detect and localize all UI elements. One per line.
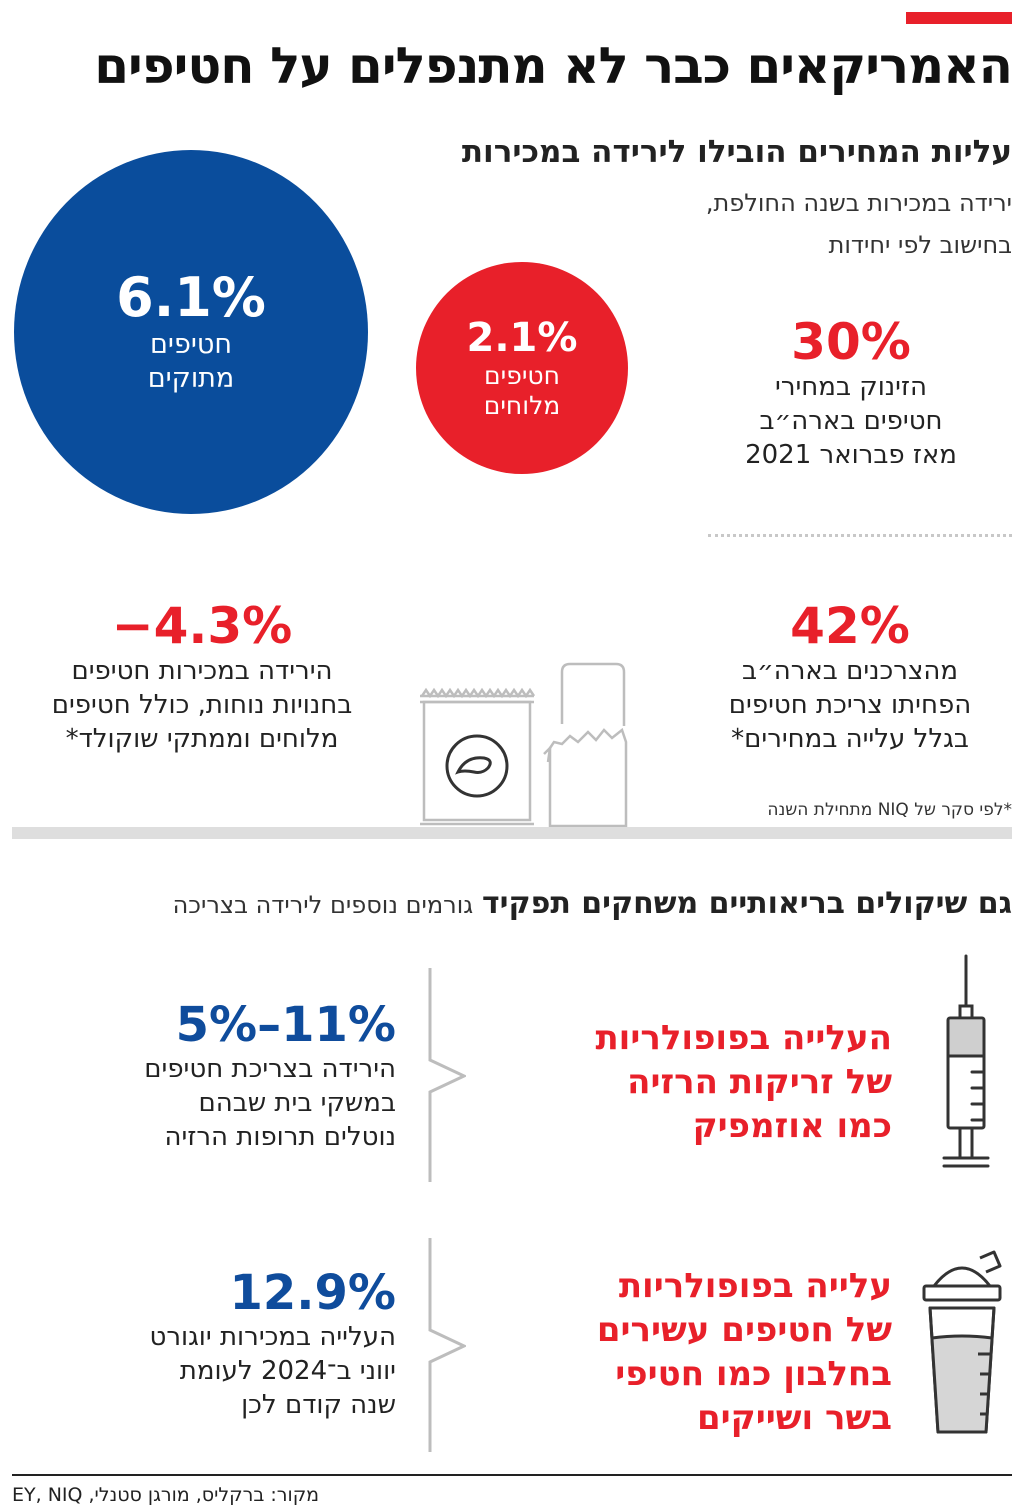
- factor-ozempic-line2: של זריקות הרזיה: [627, 1062, 892, 1102]
- salty-snacks-circle: 2.1% חטיפים מלוחים: [416, 262, 628, 474]
- factor-ozempic: העלייה בפופולריות של זריקות הרזיה כמו או…: [595, 1016, 892, 1148]
- yogurt-line3: שנה קודם לכן: [241, 1390, 396, 1420]
- section2-title: גם שיקולים בריאותיים משחקים תפקיד גורמים…: [173, 886, 1012, 921]
- weight-loss-value: 5%–11%: [175, 997, 396, 1053]
- convenience-line2: בחנויות נוחות, כולל חטיפים: [51, 690, 353, 720]
- section1-description: ירידה במכירות בשנה החולפת, בחישוב לפי יח…: [706, 182, 1012, 266]
- price-jump-stat: 30% הזינוק במחירי חטיפים בארה״ב מאז פברו…: [706, 314, 996, 472]
- consumers-stat: 42% מהצרכנים בארה״ב הפחיתו צריכת חטיפים …: [690, 598, 1010, 756]
- convenience-stat: −4.3% הירידה במכירות חטיפים בחנויות נוחו…: [12, 598, 392, 756]
- salty-snacks-label-2: מלוחים: [483, 391, 561, 420]
- weight-loss-line1: הירידה בצריכת חטיפים: [144, 1054, 396, 1084]
- accent-bar: [906, 12, 1012, 24]
- factor-protein-line1: עלייה בפופולריות: [618, 1266, 892, 1306]
- dotted-divider: [708, 534, 1012, 537]
- shelf-floor: [12, 827, 1012, 839]
- convenience-line1: הירידה במכירות חטיפים: [71, 656, 333, 686]
- yogurt-stat: 12.9% העלייה במכירות יוגורט יווני ב־2024…: [149, 1266, 396, 1422]
- factor-protein: עלייה בפופולריות של חטיפים עשירים בחלבון…: [597, 1264, 892, 1440]
- section1-desc-line2: בחישוב לפי יחידות: [828, 231, 1012, 259]
- consumers-line3: בגלל עלייה במחירים*: [731, 724, 969, 754]
- consumers-line2: הפחיתו צריכת חטיפים: [728, 690, 972, 720]
- convenience-line3: מלוחים וממתקי שוקולד*: [65, 724, 339, 754]
- salty-snacks-label-1: חטיפים: [484, 361, 560, 390]
- yogurt-line1: העלייה במכירות יוגורט: [149, 1322, 396, 1352]
- weight-loss-line3: נוטלים תרופות הרזיה: [164, 1122, 396, 1152]
- factor-protein-line4: בשר ושייקים: [696, 1398, 892, 1438]
- price-jump-line2: חטיפים בארה״ב: [759, 406, 943, 436]
- chevron-divider-1: [428, 968, 466, 1182]
- chocolate-bar-icon: [542, 662, 632, 836]
- syringe-icon: [942, 954, 990, 1168]
- weight-loss-stat: 5%–11% הירידה בצריכת חטיפים במשקי בית שב…: [144, 998, 396, 1154]
- consumers-line1: מהצרכנים בארה״ב: [741, 656, 959, 686]
- factor-ozempic-line1: העלייה בפופולריות: [595, 1018, 892, 1058]
- price-jump-value: 30%: [791, 313, 911, 371]
- convenience-value: −4.3%: [111, 597, 293, 655]
- yogurt-line2: יווני ב־2024 לעומת: [179, 1356, 396, 1386]
- weight-loss-line2: במשקי בית שבהם: [198, 1088, 396, 1118]
- factor-protein-line2: של חטיפים עשירים: [596, 1310, 892, 1350]
- consumers-value: 42%: [790, 597, 910, 655]
- price-jump-line1: הזינוק במחירי: [775, 372, 927, 402]
- yogurt-value: 12.9%: [229, 1265, 396, 1321]
- source-divider: [12, 1474, 1012, 1476]
- chevron-divider-2: [428, 1238, 466, 1452]
- page-title: האמריקאים כבר לא מתנפלים על חטיפים: [94, 37, 1013, 95]
- sweet-snacks-label-2: מתוקים: [147, 363, 235, 394]
- chips-bag-icon: [420, 687, 536, 836]
- section1-title: עליות המחירים הובילו לירידה במכירות: [461, 134, 1012, 170]
- shaker-icon: [922, 1250, 1002, 1434]
- factor-protein-line3: בחלבון כמו חטיפי: [615, 1354, 892, 1394]
- factor-ozempic-line3: כמו אוזמפיק: [692, 1106, 892, 1146]
- salty-snacks-value: 2.1%: [466, 315, 578, 361]
- section2-title-bold: גם שיקולים בריאותיים משחקים תפקיד: [482, 886, 1012, 921]
- sweet-snacks-circle: 6.1% חטיפים מתוקים: [14, 150, 368, 514]
- snacks-illustration: [420, 662, 632, 836]
- sweet-snacks-value: 6.1%: [116, 266, 266, 329]
- section1-desc-line1: ירידה במכירות בשנה החולפת,: [705, 189, 1012, 217]
- section2-title-light: גורמים נוספים לירידה בצריכה: [172, 891, 474, 919]
- survey-footnote: *לפי סקר של NIQ מתחילת השנה: [767, 800, 1012, 820]
- price-jump-line3: מאז פברואר 2021: [745, 440, 957, 470]
- sweet-snacks-label-1: חטיפים: [150, 329, 233, 360]
- source-credit: מקור: ברקליס, מורגן סטנלי, EY, NIQ: [12, 1484, 320, 1506]
